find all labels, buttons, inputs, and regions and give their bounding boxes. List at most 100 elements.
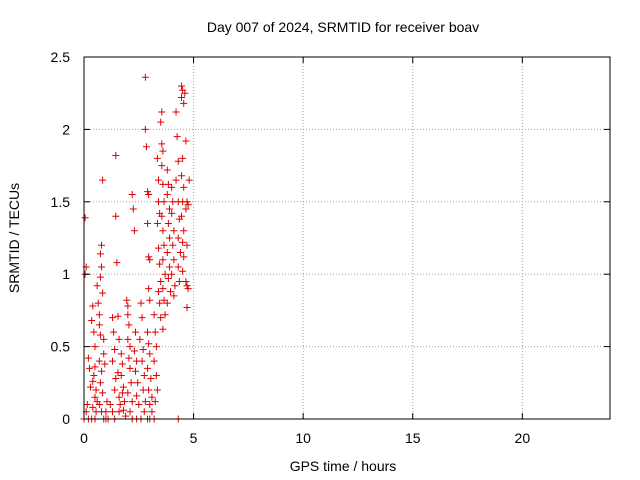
data-point bbox=[117, 350, 125, 358]
data-point bbox=[170, 256, 178, 264]
data-point bbox=[108, 357, 116, 365]
data-point bbox=[153, 386, 161, 394]
data-point bbox=[132, 367, 140, 375]
data-point bbox=[183, 304, 191, 312]
data-point bbox=[169, 241, 177, 249]
data-point bbox=[115, 393, 123, 401]
data-point bbox=[136, 335, 144, 343]
data-point bbox=[160, 241, 168, 249]
x-tick-label: 0 bbox=[80, 430, 88, 446]
data-point bbox=[155, 288, 163, 296]
data-point bbox=[168, 183, 176, 191]
y-tick-label: 1.5 bbox=[51, 194, 71, 210]
data-point bbox=[180, 183, 188, 191]
data-point bbox=[90, 328, 98, 336]
data-point bbox=[115, 335, 123, 343]
data-point bbox=[152, 343, 160, 351]
data-point bbox=[87, 383, 95, 391]
data-point bbox=[183, 282, 191, 290]
data-point bbox=[124, 311, 132, 319]
data-point bbox=[144, 328, 152, 336]
y-tick-label: 2.5 bbox=[51, 49, 71, 65]
data-point bbox=[125, 354, 133, 362]
data-point bbox=[126, 364, 134, 372]
data-point bbox=[180, 227, 188, 235]
data-point bbox=[174, 263, 182, 271]
data-point bbox=[172, 176, 180, 184]
data-point bbox=[160, 198, 168, 206]
data-point bbox=[91, 393, 99, 401]
data-point bbox=[112, 212, 120, 220]
data-point bbox=[95, 401, 103, 409]
y-tick-label: 0 bbox=[62, 411, 70, 427]
data-point bbox=[157, 277, 165, 285]
data-point bbox=[157, 118, 165, 126]
data-point bbox=[159, 256, 167, 264]
data-point bbox=[138, 357, 146, 365]
data-point bbox=[141, 398, 149, 406]
data-point bbox=[144, 188, 152, 196]
data-point bbox=[168, 209, 176, 217]
data-point bbox=[182, 277, 190, 285]
data-point bbox=[108, 314, 116, 322]
data-point bbox=[146, 350, 154, 358]
data-point bbox=[123, 296, 131, 304]
data-point bbox=[146, 401, 154, 409]
data-point bbox=[90, 372, 98, 380]
data-point bbox=[164, 220, 172, 228]
data-point bbox=[161, 270, 169, 278]
x-axis-label: GPS time / hours bbox=[290, 458, 397, 474]
data-point bbox=[155, 244, 163, 252]
data-point bbox=[159, 227, 167, 235]
data-point bbox=[100, 335, 108, 343]
data-point bbox=[91, 343, 99, 351]
data-point bbox=[182, 205, 190, 213]
data-point bbox=[124, 302, 132, 310]
x-tick-label: 15 bbox=[405, 430, 421, 446]
data-point bbox=[179, 154, 187, 162]
y-tick-label: 1 bbox=[62, 266, 70, 282]
data-point bbox=[132, 328, 140, 336]
data-point bbox=[113, 259, 121, 267]
data-point bbox=[182, 137, 190, 145]
data-point bbox=[89, 403, 97, 411]
data-point bbox=[89, 377, 97, 385]
data-point bbox=[164, 180, 172, 188]
data-point bbox=[178, 172, 186, 180]
data-point bbox=[170, 292, 178, 300]
data-point bbox=[173, 133, 181, 141]
data-point bbox=[100, 350, 108, 358]
data-point bbox=[89, 302, 97, 310]
data-point bbox=[167, 288, 175, 296]
data-point bbox=[122, 412, 130, 420]
data-point bbox=[158, 140, 166, 148]
data-point bbox=[130, 227, 138, 235]
data-point bbox=[148, 393, 156, 401]
data-point bbox=[141, 125, 149, 133]
data-point bbox=[93, 282, 101, 290]
data-point bbox=[95, 321, 103, 329]
data-point bbox=[163, 191, 171, 199]
plot-frame bbox=[83, 56, 611, 420]
data-point bbox=[165, 263, 173, 271]
x-tick-label: 20 bbox=[515, 430, 531, 446]
data-point bbox=[128, 191, 136, 199]
data-point bbox=[174, 157, 182, 165]
data-point bbox=[83, 401, 91, 409]
data-point bbox=[141, 73, 149, 81]
data-point bbox=[91, 363, 99, 371]
data-point bbox=[152, 372, 160, 380]
data-point bbox=[180, 99, 188, 107]
data-point bbox=[185, 176, 193, 184]
data-point bbox=[148, 408, 156, 416]
data-point bbox=[160, 296, 168, 304]
data-point bbox=[98, 263, 106, 271]
data-point bbox=[183, 241, 191, 249]
data-point bbox=[115, 408, 123, 416]
data-point bbox=[159, 285, 167, 293]
data-point bbox=[112, 151, 120, 159]
data-point bbox=[172, 108, 180, 116]
data-point bbox=[163, 248, 171, 256]
data-point bbox=[163, 166, 171, 174]
data-point bbox=[96, 273, 104, 281]
